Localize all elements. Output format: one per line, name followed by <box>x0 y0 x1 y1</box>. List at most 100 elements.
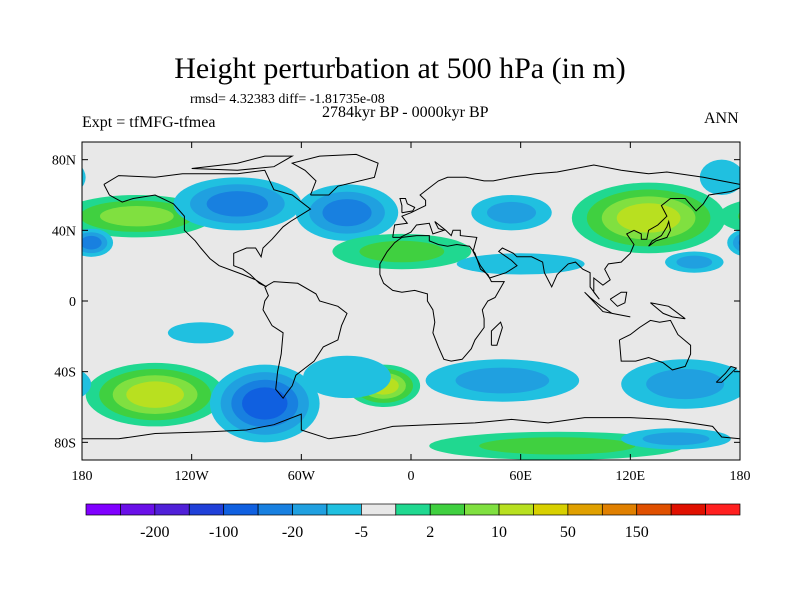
greenland-coast <box>290 153 379 196</box>
contour-level <box>242 387 288 420</box>
rmsd-diff-stats: rmsd= 4.32383 diff= -1.81735e-08 <box>190 92 385 107</box>
anomaly-7 <box>571 182 726 254</box>
contour-level <box>322 199 372 227</box>
y-tick-label: 80N <box>52 154 76 169</box>
contour-level-wrap <box>732 234 740 252</box>
new-zealand-coast <box>715 365 738 383</box>
indonesia-coast <box>584 291 631 318</box>
colorbar-swatch <box>223 503 259 516</box>
colorbar-swatch <box>395 503 431 516</box>
x-tick-label: 120W <box>175 469 210 484</box>
colorbar-swatch <box>292 503 328 516</box>
new-guinea-coast <box>650 302 686 320</box>
colorbar-label: -200 <box>140 524 169 541</box>
contour-level <box>699 159 740 195</box>
anomaly-16 <box>621 428 731 450</box>
anomaly-14 <box>82 359 740 409</box>
madagascar-coast <box>490 321 503 346</box>
colorbar-swatch <box>361 503 397 516</box>
coastlines <box>82 153 740 440</box>
colorbar-swatch <box>464 503 500 516</box>
anomaly-3 <box>295 184 399 241</box>
contour-level <box>486 201 537 224</box>
y-tick-label: 40S <box>54 366 76 381</box>
contour-level <box>303 355 391 399</box>
colorbar-label: 2 <box>426 524 434 541</box>
colorbar-label: 50 <box>560 524 576 541</box>
colorbar-label: 150 <box>625 524 649 541</box>
colorbar-label: -100 <box>209 524 238 541</box>
anomaly-18 <box>82 159 740 195</box>
x-tick-label: 60E <box>509 469 532 484</box>
colorbar-swatch <box>567 503 603 516</box>
anomaly-12 <box>303 355 391 399</box>
y-tick-label: 0 <box>69 295 76 310</box>
contour-level-wrap <box>82 371 92 397</box>
anomaly-8 <box>665 251 724 273</box>
contour-level <box>126 381 184 408</box>
contour-level <box>359 240 445 263</box>
anomaly-4 <box>332 233 472 270</box>
anomaly-1 <box>173 177 302 231</box>
colorbar-swatch <box>85 503 121 516</box>
x-tick-label: 180 <box>730 469 751 484</box>
colorbar-swatch <box>533 503 569 516</box>
australia-coast <box>618 319 692 371</box>
x-tick-label: 180 <box>72 469 93 484</box>
colorbar-label: 10 <box>491 524 507 541</box>
contour-level <box>646 368 725 400</box>
colorbar-swatch <box>705 503 741 516</box>
contour-level-wrap <box>738 212 740 221</box>
time-period-label: 2784kyr BP - 0000kyr BP <box>322 104 489 121</box>
colorbar-swatch <box>154 503 190 516</box>
y-tick-label: 40N <box>52 224 76 239</box>
season-label: ANN <box>704 110 739 127</box>
colorbar-label: -5 <box>355 524 368 541</box>
africa-coast <box>379 235 506 362</box>
contour-level <box>167 322 234 344</box>
anomaly-fields <box>82 159 740 460</box>
colorbar-label: -20 <box>282 524 303 541</box>
colorbar-swatch <box>257 503 293 516</box>
contour-level <box>82 235 102 250</box>
contour-level <box>99 206 174 227</box>
canadian-arctic-coast <box>191 155 295 171</box>
contour-level-wrap <box>82 167 86 188</box>
chart-title: Height perturbation at 500 hPa (in m) <box>174 52 626 85</box>
south-america-coast <box>262 281 348 400</box>
colorbar-swatch <box>670 503 706 516</box>
anomaly-6 <box>456 253 585 275</box>
anomaly-17 <box>167 322 234 344</box>
anomaly-13 <box>425 359 580 402</box>
x-tick-label: 120E <box>616 469 646 484</box>
antarctica-coast <box>82 413 740 440</box>
y-tick-label: 80S <box>54 436 76 451</box>
anomaly-9 <box>85 362 225 427</box>
eurasia-coast <box>392 164 740 300</box>
north-america-coast <box>103 169 312 288</box>
borneo-coast <box>609 291 628 307</box>
x-tick-label: 0 <box>408 469 415 484</box>
colorbar-swatch <box>498 503 534 516</box>
uk-coast <box>399 198 416 214</box>
colorbar-swatch <box>326 503 362 516</box>
anomaly-2 <box>82 228 740 257</box>
colorbar-swatch <box>601 503 638 516</box>
japan-coast <box>648 219 672 247</box>
colorbar-swatch <box>636 503 672 516</box>
contour-level <box>479 437 636 455</box>
contour-level <box>676 255 713 269</box>
colorbar: -200 -100 -20 -5 2 10 50 150 <box>85 503 741 541</box>
x-tick-label: 60W <box>288 469 316 484</box>
anomaly-5 <box>471 195 552 231</box>
contour-level <box>206 191 269 217</box>
colorbar-swatch <box>188 503 225 516</box>
contour-level <box>456 253 585 275</box>
contour-level <box>455 367 550 394</box>
experiment-label: Expt = tfMFG-tfmea <box>82 114 216 131</box>
contour-level-wrap <box>738 239 740 247</box>
contour-level <box>642 432 710 446</box>
axis-ticks: 180 120W 60W 0 60E 120E 180 80N 40N 0 40S 80S <box>52 142 751 484</box>
colorbar-swatch <box>429 503 465 516</box>
